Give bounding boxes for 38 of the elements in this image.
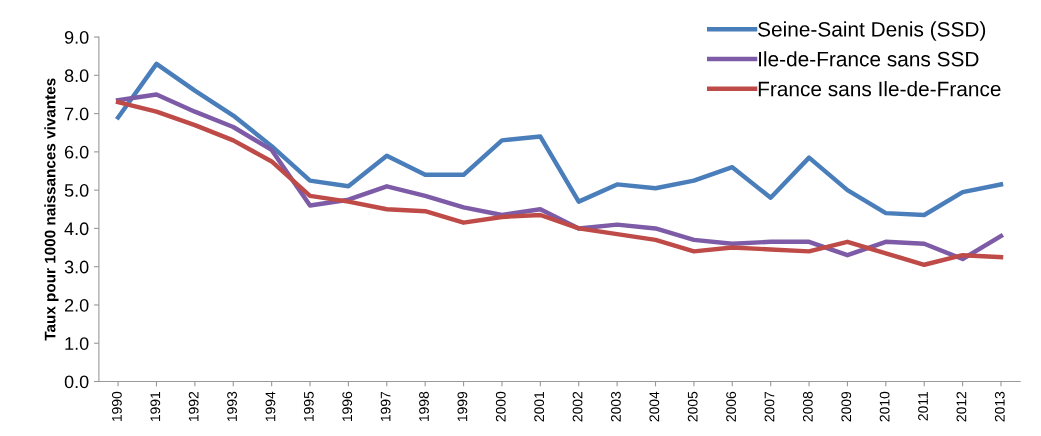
x-tick-label: 2009 (841, 391, 852, 422)
x-tick-label: 2010 (879, 391, 890, 422)
x-tick-label: 2013 (994, 391, 1005, 422)
y-tick-label: 6.0 (64, 145, 89, 159)
x-tick-label: 1997 (380, 391, 391, 422)
x-tick-label: 2012 (956, 391, 967, 422)
x-tick-label: 2001 (534, 391, 545, 422)
x-tick-label: 2006 (726, 391, 737, 422)
y-tick-label: 9.0 (64, 30, 89, 44)
y-tick-label: 1.0 (65, 337, 89, 350)
x-tick-label: 2000 (495, 391, 506, 422)
x-tick-label: 1991 (150, 391, 161, 422)
y-tick-label: 4.0 (64, 222, 89, 236)
x-tick-label: 2003 (611, 391, 621, 422)
x-tick-label: 2005 (687, 391, 698, 422)
y-tick-label: 2.0 (64, 298, 89, 312)
y-tick-label: 8.0 (64, 69, 89, 83)
x-tick-label: 1998 (419, 391, 429, 422)
x-tick-label: 2008 (802, 391, 813, 422)
x-tick-label: 1996 (342, 391, 353, 422)
x-tick-label: 2011 (918, 391, 928, 421)
x-tick-label: 1999 (457, 391, 468, 422)
legend-label: France sans Ile-de-France (758, 81, 1001, 97)
x-tick-label: 1990 (111, 391, 122, 422)
x-tick-label: 1993 (227, 391, 237, 422)
y-tick-label: 3.0 (64, 260, 89, 274)
x-tick-label: 2002 (572, 391, 583, 422)
x-tick-label: 1994 (265, 391, 276, 422)
x-tick-label: 1992 (188, 391, 199, 422)
y-axis-title: Taux pour 1000 naissances vivantes (44, 78, 59, 341)
legend-label: Ile-de-France sans SSD (759, 51, 979, 67)
y-tick-label: 0.0 (64, 375, 89, 389)
legend-label: Seine-Saint Denis (SSD) (758, 21, 986, 41)
y-tick-label: 5.0 (64, 184, 89, 197)
y-tick-label: 7.0 (65, 107, 89, 121)
x-tick-label: 2004 (649, 391, 660, 422)
x-tick-label: 1995 (303, 391, 314, 422)
x-tick-label: 2007 (764, 391, 775, 422)
